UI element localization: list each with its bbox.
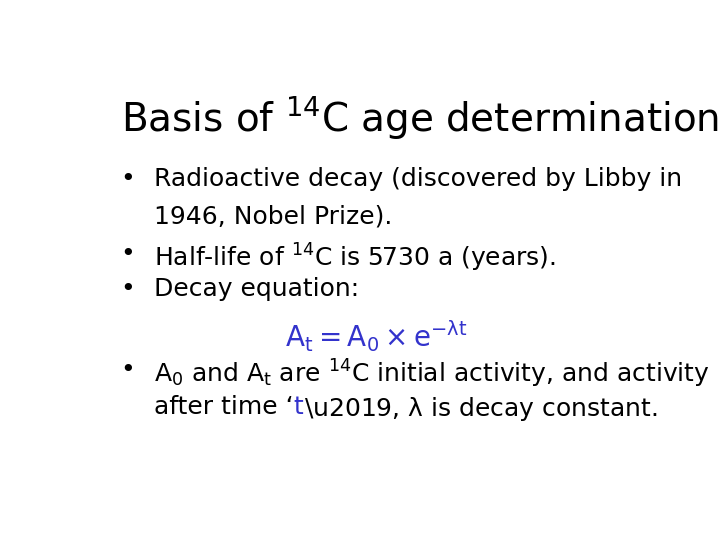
Text: •: • — [121, 277, 135, 301]
Text: Decay equation:: Decay equation: — [154, 277, 359, 301]
Text: $\mathregular{A_0}$ and $\mathregular{A_t}$ are $\mathregular{^{14}}$C initial a: $\mathregular{A_0}$ and $\mathregular{A_… — [154, 358, 710, 390]
Text: \u2019, $\mathregular{\lambda}$ is decay constant.: \u2019, $\mathregular{\lambda}$ is decay… — [304, 395, 657, 423]
Text: t: t — [294, 395, 304, 420]
Text: Basis of $\mathregular{^{14}}$C age determination: Basis of $\mathregular{^{14}}$C age dete… — [121, 94, 719, 141]
Text: Radioactive decay (discovered by Libby in: Radioactive decay (discovered by Libby i… — [154, 167, 683, 191]
Text: •: • — [121, 241, 135, 266]
Text: Half-life of $\mathregular{^{14}}$C is 5730 a (years).: Half-life of $\mathregular{^{14}}$C is 5… — [154, 241, 556, 274]
Text: •: • — [121, 358, 135, 382]
Text: after time ‘: after time ‘ — [154, 395, 294, 420]
Text: $\mathregular{A_t = A_0 \times e^{-\lambda t}}$: $\mathregular{A_t = A_0 \times e^{-\lamb… — [285, 319, 468, 354]
Text: •: • — [121, 167, 135, 191]
Text: 1946, Nobel Prize).: 1946, Nobel Prize). — [154, 204, 392, 228]
